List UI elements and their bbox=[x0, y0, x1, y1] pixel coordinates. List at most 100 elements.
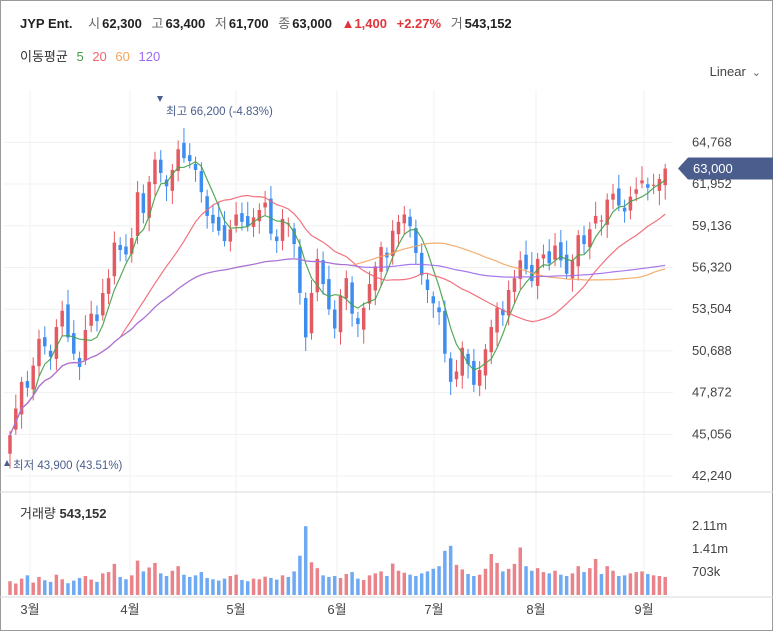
candle-body bbox=[321, 260, 325, 285]
candle-body bbox=[518, 260, 522, 279]
candle-body bbox=[402, 214, 407, 224]
candle-body bbox=[553, 245, 557, 260]
volume-bar bbox=[396, 570, 401, 595]
volume-bar bbox=[599, 574, 604, 595]
volume-bar bbox=[211, 579, 215, 595]
low-label: 저 bbox=[214, 16, 227, 31]
volume-panel-label: 거래량 bbox=[20, 506, 56, 521]
volume-bar bbox=[205, 577, 209, 595]
volume-bar bbox=[472, 576, 476, 595]
scale-select[interactable]: Linear ⌄ bbox=[710, 64, 761, 79]
volume-bar bbox=[60, 579, 64, 595]
candle-body bbox=[280, 218, 285, 241]
candle-body bbox=[263, 202, 267, 208]
candle-body bbox=[170, 170, 175, 191]
candle-body bbox=[501, 309, 505, 316]
low-marker-icon bbox=[4, 460, 10, 466]
candle-body bbox=[309, 292, 314, 334]
candle-body bbox=[646, 184, 650, 188]
candle-body bbox=[240, 213, 244, 222]
volume-bar bbox=[240, 579, 244, 595]
candle-body bbox=[593, 215, 598, 224]
volume-bar bbox=[588, 568, 592, 595]
volume-bar bbox=[628, 573, 633, 595]
volume-bar bbox=[553, 570, 557, 595]
candle-body bbox=[60, 310, 64, 327]
candle-body bbox=[159, 159, 163, 173]
volume-bar bbox=[54, 574, 59, 595]
y-tick-label: 64,768 bbox=[692, 134, 732, 149]
candle-body bbox=[205, 196, 209, 216]
candle-body bbox=[95, 314, 99, 322]
volume-bar bbox=[292, 571, 296, 595]
volume-bar bbox=[460, 569, 465, 595]
candle-body bbox=[350, 282, 354, 314]
candle-body bbox=[257, 210, 262, 222]
volume-bar bbox=[280, 575, 285, 595]
price-header: JYP Ent. 시 62,300 고 63,400 저 61,700 종 63,000… bbox=[20, 13, 518, 32]
ma-legend-label: 이동평균 bbox=[20, 49, 68, 64]
volume-bar bbox=[402, 572, 407, 595]
open-value: 62,300 bbox=[102, 16, 142, 31]
candle-body bbox=[460, 347, 465, 376]
candle-body bbox=[443, 310, 447, 354]
candle-body bbox=[448, 358, 453, 382]
volume-bar bbox=[344, 574, 349, 595]
volume-bar bbox=[593, 558, 598, 595]
volume-bar bbox=[95, 581, 99, 595]
volume-bar bbox=[31, 582, 35, 595]
candle-body bbox=[274, 236, 279, 242]
volume-panel-title: 거래량 543,152 bbox=[20, 503, 107, 522]
candle-body bbox=[541, 254, 546, 259]
x-tick-label: 6월 bbox=[327, 602, 346, 617]
volume-bar bbox=[646, 574, 650, 595]
candle-body bbox=[130, 238, 134, 254]
volume-bar bbox=[124, 579, 128, 595]
candle-body bbox=[216, 216, 221, 231]
ma-legend[interactable]: 이동평균 5 20 60 120 bbox=[20, 46, 165, 65]
volume-bar bbox=[188, 576, 192, 595]
candle-body bbox=[588, 229, 592, 248]
chevron-down-icon: ⌄ bbox=[751, 67, 761, 79]
volume-bar bbox=[437, 566, 441, 595]
volume-bar bbox=[245, 581, 250, 595]
volume-bar bbox=[327, 576, 331, 595]
candle-body bbox=[361, 307, 366, 330]
candle-body bbox=[408, 216, 412, 227]
volume-bar bbox=[559, 574, 563, 595]
volume-bar bbox=[298, 555, 302, 595]
volume-bar bbox=[309, 562, 314, 595]
volume-bar bbox=[483, 568, 488, 595]
last-price-label: 63,000 bbox=[693, 161, 733, 176]
x-tick-label: 8월 bbox=[526, 602, 545, 617]
candle-body bbox=[327, 279, 331, 310]
volume-bar bbox=[321, 575, 325, 595]
candle-body bbox=[199, 171, 204, 193]
candle-body bbox=[141, 193, 146, 213]
x-tick-label: 3월 bbox=[20, 602, 39, 617]
volume-bar bbox=[182, 574, 186, 595]
volume-bar bbox=[651, 575, 656, 595]
candle-body bbox=[506, 290, 511, 316]
volume-bar bbox=[130, 575, 134, 595]
candle-body bbox=[611, 193, 615, 200]
candle-body bbox=[495, 307, 499, 333]
x-tick-label: 4월 bbox=[120, 602, 139, 617]
volume-bar bbox=[141, 571, 146, 595]
volume-bar bbox=[315, 568, 320, 595]
volume-label: 거 bbox=[450, 16, 463, 31]
volume-bar bbox=[477, 574, 482, 595]
candle-body bbox=[135, 192, 140, 237]
candle-body bbox=[112, 242, 117, 277]
candle-body bbox=[379, 247, 383, 272]
candle-body bbox=[373, 266, 378, 291]
volume-bar bbox=[147, 567, 151, 595]
open-label: 시 bbox=[88, 16, 101, 31]
ma-120-line bbox=[9, 258, 666, 436]
volume-bar bbox=[269, 577, 273, 595]
candle-body bbox=[228, 229, 233, 242]
high-value: 63,400 bbox=[165, 16, 206, 31]
candle-body bbox=[332, 309, 337, 329]
candle-body bbox=[344, 278, 349, 299]
